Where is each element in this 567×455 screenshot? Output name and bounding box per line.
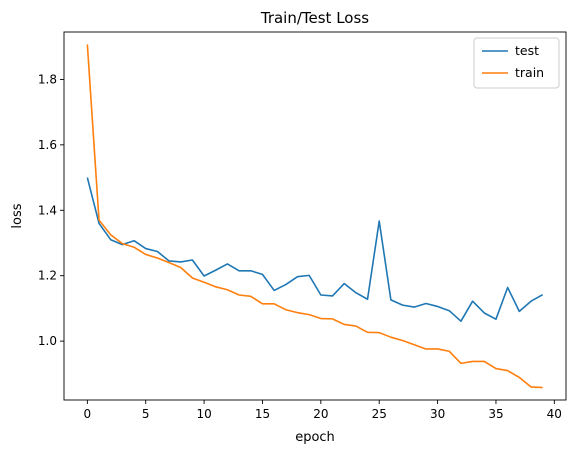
x-tick-label: 5 xyxy=(142,407,150,421)
x-axis-label: epoch xyxy=(295,430,335,445)
x-axis-ticks: 0 5 10 15 20 25 30 35 40 xyxy=(84,400,562,421)
x-tick-label: 20 xyxy=(313,407,328,421)
series-line-train xyxy=(86,44,543,389)
x-tick-label: 30 xyxy=(430,407,445,421)
y-axis-ticks: 1.0 1.2 1.4 1.6 1.8 xyxy=(38,72,64,348)
x-tick-label: 15 xyxy=(255,407,270,421)
y-tick-label: 1.8 xyxy=(38,72,57,86)
series-line-test xyxy=(86,177,544,322)
y-tick-label: 1.2 xyxy=(38,269,57,283)
legend: test train xyxy=(473,37,560,89)
y-tick-label: 1.0 xyxy=(38,334,57,348)
y-tick-label: 1.4 xyxy=(38,203,57,217)
plot-lines xyxy=(86,44,544,389)
plot-frame xyxy=(63,31,567,401)
x-tick-label: 35 xyxy=(488,407,503,421)
chart-title: Train/Test Loss xyxy=(260,9,369,27)
x-tick-label: 25 xyxy=(372,407,387,421)
y-axis-label: loss xyxy=(10,203,25,228)
x-tick-label: 10 xyxy=(196,407,211,421)
y-tick-label: 1.6 xyxy=(38,138,57,152)
legend-label-test: test xyxy=(515,43,539,58)
x-tick-label: 40 xyxy=(547,407,562,421)
x-tick-label: 0 xyxy=(84,407,92,421)
legend-label-train: train xyxy=(515,65,544,80)
